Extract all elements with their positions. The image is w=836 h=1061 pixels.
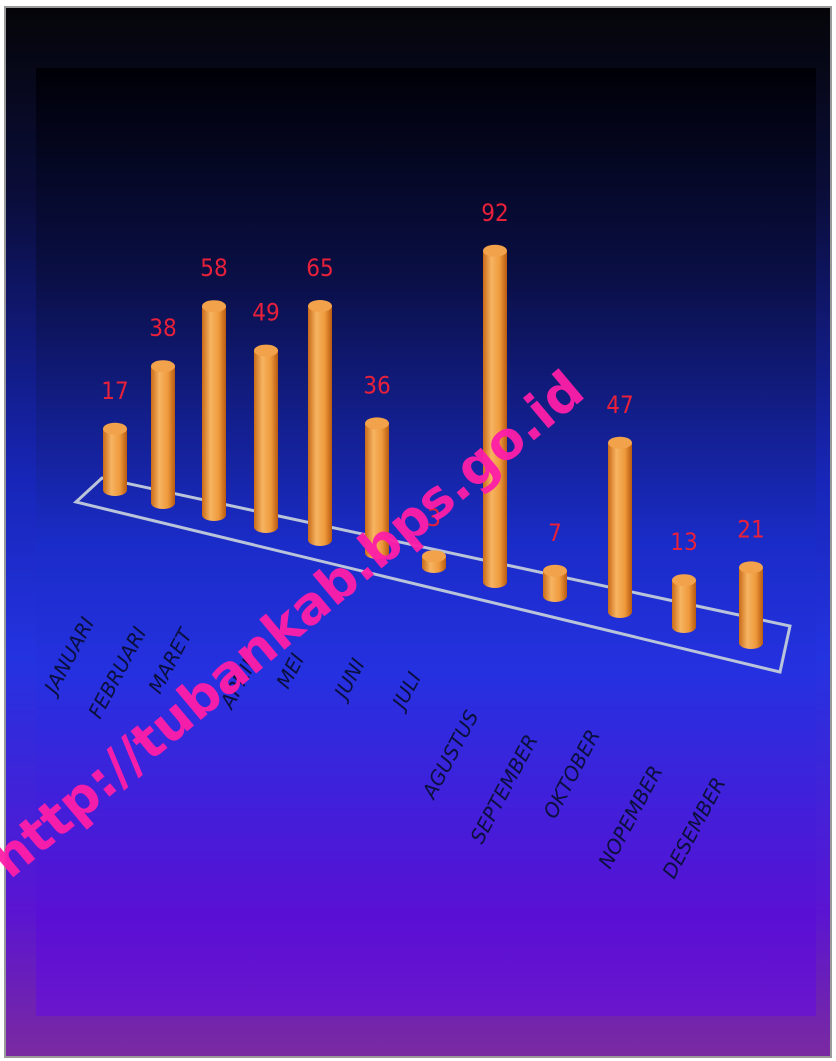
value-label: 7 xyxy=(548,519,562,547)
value-label: 49 xyxy=(252,299,279,327)
bar-juli xyxy=(422,550,446,573)
bar-top xyxy=(422,550,446,563)
bar-maret xyxy=(202,300,226,521)
chart-floor xyxy=(72,476,792,674)
chart-frame xyxy=(4,6,832,1058)
bar-top xyxy=(365,417,389,430)
bar-agustus xyxy=(483,244,507,589)
bar-nopember xyxy=(672,574,696,633)
value-labels-layer: 17 38 58 49 65 36 3 92 7 47 13 21 xyxy=(101,199,764,556)
bar-body xyxy=(672,580,696,633)
bar-desember xyxy=(739,561,763,649)
value-label: 92 xyxy=(481,199,508,227)
bar-body xyxy=(739,567,763,649)
category-label: NOPEMBER xyxy=(593,761,667,872)
bar-juni xyxy=(365,417,389,559)
bar-body xyxy=(308,306,332,546)
bar-top xyxy=(202,300,226,313)
bar-top xyxy=(483,244,507,257)
bar-body xyxy=(103,428,127,496)
value-label: 58 xyxy=(200,254,227,282)
category-label: DESEMBER xyxy=(657,773,730,882)
chart-background xyxy=(36,68,816,1016)
value-label: 21 xyxy=(737,515,764,543)
bar-top xyxy=(543,564,567,577)
value-label: 36 xyxy=(363,371,390,399)
bar-oktober xyxy=(608,436,632,618)
bar-mei xyxy=(308,300,332,546)
category-label: OKTOBER xyxy=(538,725,605,822)
category-label: AGUSTUS xyxy=(416,706,483,804)
value-label: 47 xyxy=(606,391,633,419)
bar-top xyxy=(739,561,763,574)
bar-body xyxy=(254,350,278,533)
bar-body xyxy=(543,570,567,602)
bar-body xyxy=(151,366,175,509)
bar-februari xyxy=(151,360,175,509)
bar-januari xyxy=(103,422,127,496)
category-label: SEPTEMBER xyxy=(465,730,542,847)
bar-body xyxy=(365,423,389,559)
bar-april xyxy=(254,344,278,533)
bar-top xyxy=(672,574,696,587)
category-label: JANUARI xyxy=(37,613,99,701)
bar-top xyxy=(308,300,332,312)
bar-top xyxy=(608,436,632,449)
value-label: 17 xyxy=(101,377,128,405)
value-label: 65 xyxy=(306,254,333,282)
value-label: 38 xyxy=(149,314,176,342)
bar-body xyxy=(483,250,507,589)
bar-body xyxy=(202,306,226,521)
bar-body xyxy=(608,442,632,618)
category-label: JULI xyxy=(385,668,426,716)
value-label: 13 xyxy=(670,528,697,556)
value-label: 3 xyxy=(427,504,441,532)
bars-layer xyxy=(103,244,763,649)
bar-top xyxy=(254,344,278,357)
bar-top xyxy=(151,360,175,373)
bar-top xyxy=(103,422,127,435)
bar-september xyxy=(543,564,567,602)
category-label: JUNI xyxy=(327,654,370,705)
